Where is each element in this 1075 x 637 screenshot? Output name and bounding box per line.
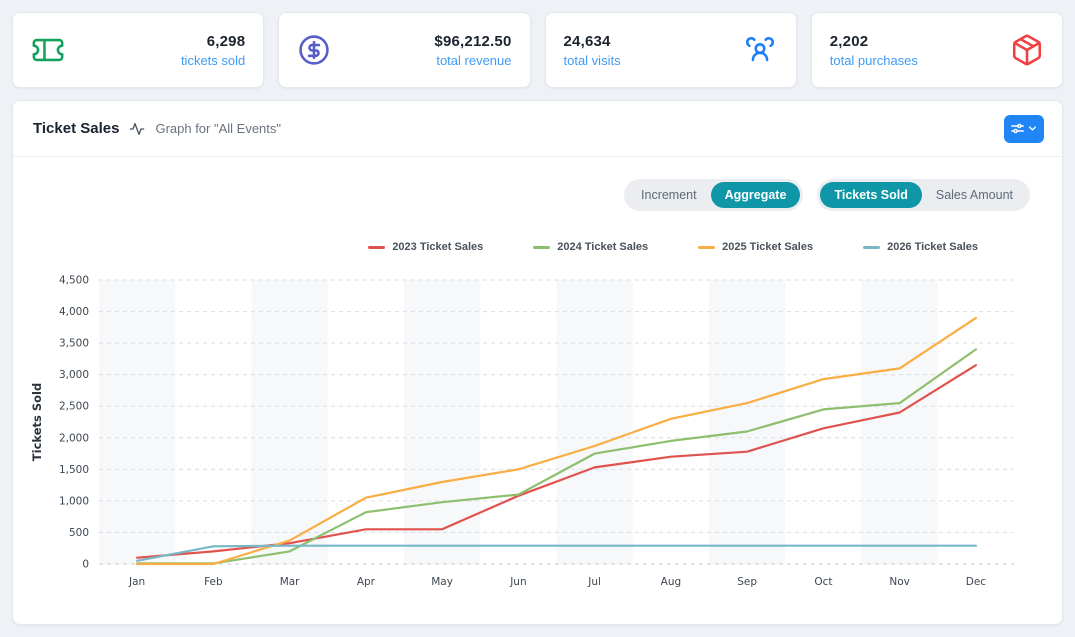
line-chart: 0 500 1,000 1,500 2,000 2,500 3,000 3,500 4,000 4…: [30, 275, 1014, 588]
svg-text:Oct: Oct: [814, 576, 832, 588]
legend-label: 2023 Ticket Sales: [392, 241, 484, 253]
stat-label: tickets sold: [180, 52, 246, 68]
chevron-down-icon: [1027, 123, 1038, 134]
svg-text:Jul: Jul: [587, 576, 601, 588]
stat-value: 6,298: [206, 32, 246, 50]
svg-text:Mar: Mar: [280, 576, 300, 588]
sliders-icon: [1010, 121, 1025, 136]
panel-title: Ticket Sales: [33, 120, 120, 137]
stat-label: total visits: [563, 52, 621, 68]
ticket-sales-panel: Ticket Sales Graph for "All Events": [12, 100, 1063, 625]
svg-text:4,000: 4,000: [59, 306, 89, 318]
svg-text:3,000: 3,000: [59, 369, 89, 381]
chart-filter-button[interactable]: [1004, 114, 1044, 143]
svg-text:0: 0: [82, 559, 89, 571]
legend-label: 2026 Ticket Sales: [887, 241, 978, 253]
panel-header: Ticket Sales Graph for "All Events": [13, 101, 1062, 157]
legend-swatch: [698, 245, 716, 249]
svg-text:Tickets Sold: Tickets Sold: [30, 383, 44, 461]
svg-text:Apr: Apr: [357, 576, 376, 588]
dollar-circle-icon: [297, 33, 331, 67]
legend-item[interactable]: 2025 Ticket Sales: [698, 241, 813, 253]
stat-card-total-revenue: $96,212.50 total revenue: [278, 12, 531, 88]
legend-item[interactable]: 2023 Ticket Sales: [368, 241, 483, 253]
legend-swatch: [368, 245, 386, 249]
legend-swatch: [533, 245, 551, 249]
svg-text:1,000: 1,000: [59, 495, 89, 507]
toggle-group-mode: Increment Aggregate: [624, 179, 804, 211]
svg-text:Aug: Aug: [661, 576, 682, 588]
toggle-tickets-sold[interactable]: Tickets Sold: [820, 182, 922, 208]
activity-icon: [129, 121, 145, 137]
svg-text:2,500: 2,500: [59, 401, 89, 413]
stat-label: total revenue: [436, 52, 512, 68]
stats-grid: 6,298 tickets sold $96,212.50 total reve…: [12, 12, 1063, 88]
svg-text:2,000: 2,000: [59, 432, 89, 444]
toggle-sales-amount[interactable]: Sales Amount: [922, 182, 1027, 208]
toggle-group-metric: Tickets Sold Sales Amount: [817, 179, 1030, 211]
svg-text:Dec: Dec: [966, 576, 987, 588]
stat-value: $96,212.50: [434, 32, 512, 50]
svg-text:4,500: 4,500: [59, 275, 89, 287]
stat-card-total-purchases: 2,202 total purchases: [810, 12, 1063, 88]
stat-value: 2,202: [829, 32, 869, 50]
chart-legend: 2023 Ticket Sales 2024 Ticket Sales 2025 T…: [27, 241, 1048, 253]
stat-value: 24,634: [563, 32, 611, 50]
legend-label: 2024 Ticket Sales: [557, 241, 649, 253]
stat-label: total purchases: [829, 52, 918, 68]
svg-text:500: 500: [69, 527, 89, 539]
svg-text:Jun: Jun: [509, 576, 526, 588]
svg-text:Feb: Feb: [204, 576, 223, 588]
legend-label: 2025 Ticket Sales: [722, 241, 814, 253]
chart-area: Increment Aggregate Tickets Sold Sales A…: [13, 157, 1062, 624]
panel-subtitle: Graph for "All Events": [155, 121, 282, 136]
legend-item[interactable]: 2024 Ticket Sales: [533, 241, 648, 253]
stat-card-total-visits: 24,634 total visits: [544, 12, 797, 88]
svg-text:3,500: 3,500: [59, 338, 89, 350]
svg-text:Jan: Jan: [128, 576, 145, 588]
legend-swatch: [863, 245, 881, 249]
toggle-aggregate[interactable]: Aggregate: [710, 182, 801, 208]
package-icon: [1010, 33, 1044, 67]
svg-text:1,500: 1,500: [59, 464, 89, 476]
svg-text:Sep: Sep: [737, 576, 757, 588]
users-icon: [742, 33, 778, 67]
stat-card-tickets-sold: 6,298 tickets sold: [12, 12, 265, 88]
svg-text:May: May: [431, 576, 453, 588]
legend-item[interactable]: 2026 Ticket Sales: [863, 241, 978, 253]
svg-text:Nov: Nov: [889, 576, 910, 588]
toggle-row: Increment Aggregate Tickets Sold Sales A…: [27, 179, 1048, 211]
toggle-increment[interactable]: Increment: [627, 182, 711, 208]
ticket-icon: [31, 33, 65, 67]
